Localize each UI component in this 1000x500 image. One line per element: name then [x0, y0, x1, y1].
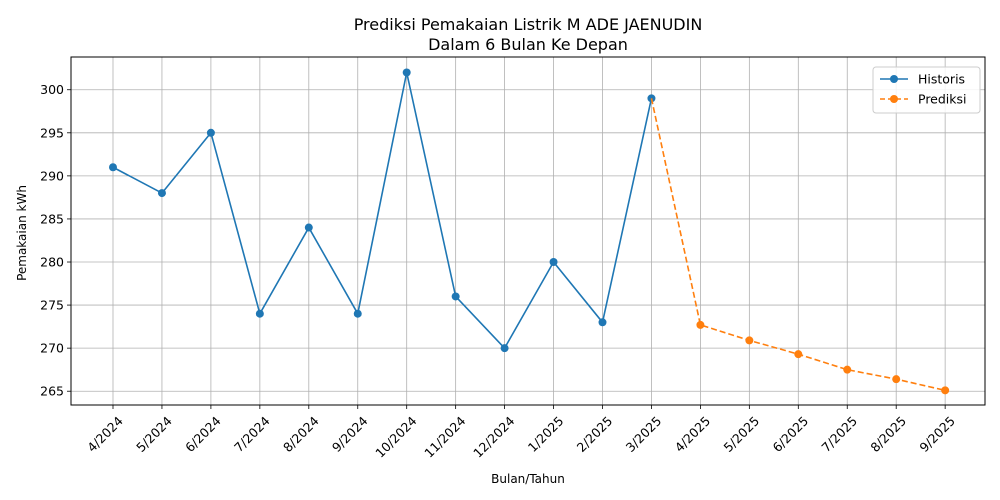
data-point-historis [304, 223, 313, 232]
data-point-historis [598, 318, 607, 327]
data-point-historis [353, 309, 362, 318]
y-tick-label: 280 [40, 255, 64, 270]
x-tick-label: 4/2024 [84, 413, 126, 455]
legend: Historis Prediksi [872, 66, 981, 114]
data-point-prediksi [794, 350, 803, 359]
data-point-historis [451, 292, 460, 301]
legend-prediksi-marker [890, 95, 898, 103]
data-point-historis [109, 163, 117, 172]
x-tick-label: 12/2024 [470, 413, 517, 460]
y-tick-label: 290 [40, 168, 64, 183]
x-axis-ticks: 4/2024 5/2024 6/2024 7/2024 8/2024 9/2024 10/2… [84, 405, 958, 461]
x-tick-label: 6/2025 [769, 413, 811, 455]
x-tick-label: 11/2024 [421, 413, 468, 460]
legend-historis-marker [890, 75, 898, 83]
y-tick-label: 270 [40, 341, 64, 356]
x-tick-label: 8/2024 [280, 413, 322, 455]
data-point-historis [549, 258, 558, 267]
y-tick-label: 285 [40, 211, 64, 226]
x-tick-label: 8/2025 [867, 413, 909, 455]
grid [71, 57, 985, 405]
y-tick-label: 275 [40, 298, 64, 313]
data-point-historis [500, 344, 509, 353]
x-tick-label: 7/2024 [231, 413, 273, 455]
y-tick-label: 295 [40, 125, 64, 140]
y-tick-label: 300 [40, 82, 64, 97]
data-point-prediksi [892, 375, 901, 384]
x-tick-label: 1/2025 [525, 413, 567, 455]
y-tick-label: 265 [40, 384, 64, 399]
x-tick-label: 7/2025 [818, 413, 860, 455]
data-point-historis [647, 94, 656, 103]
data-point-historis [157, 189, 166, 198]
x-tick-label: 5/2024 [133, 413, 175, 455]
x-tick-label: 6/2024 [182, 413, 224, 455]
series-layer [109, 68, 950, 395]
x-tick-label: 2/2025 [574, 413, 616, 455]
legend-historis-label: Historis [918, 72, 965, 87]
data-point-historis [206, 128, 215, 137]
data-point-historis [402, 68, 411, 77]
data-point-prediksi [745, 336, 754, 345]
data-point-prediksi [696, 320, 705, 329]
x-tick-label: 9/2024 [329, 413, 371, 455]
chart-subtitle: Dalam 6 Bulan Ke Depan [428, 35, 628, 54]
y-axis-label: Pemakaian kWh [15, 185, 29, 281]
data-point-prediksi [941, 386, 950, 395]
series-line-historis [112, 71, 653, 349]
x-tick-label: 3/2025 [623, 413, 665, 455]
legend-prediksi-label: Prediksi [918, 92, 967, 107]
plot-frame [70, 56, 986, 406]
chart-title: Prediksi Pemakaian Listrik M ADE JAENUDI… [354, 15, 703, 34]
x-tick-label: 10/2024 [372, 413, 419, 460]
x-tick-label: 9/2025 [916, 413, 958, 455]
x-tick-label: 5/2025 [721, 413, 763, 455]
data-point-prediksi [843, 365, 852, 374]
data-point-historis [255, 309, 264, 318]
x-tick-label: 4/2025 [672, 413, 714, 455]
x-axis-label: Bulan/Tahun [491, 472, 565, 486]
y-axis-ticks: 265 270 275 280 285 290 295 300 [40, 82, 71, 399]
